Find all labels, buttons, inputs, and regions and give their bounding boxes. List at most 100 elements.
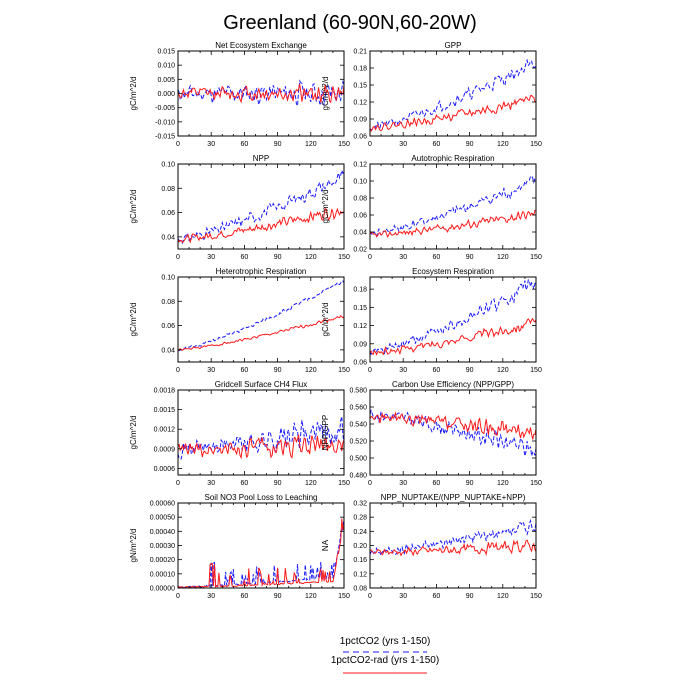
series-line bbox=[370, 409, 536, 457]
x-tick-label: 120 bbox=[305, 593, 317, 600]
chart-panel: Heterotrophic Respiration gC/m^2/d 0 30 60 90… bbox=[129, 267, 350, 374]
y-tick-label: 0.00030 bbox=[150, 543, 175, 550]
y-tick-label: 0.015 bbox=[157, 49, 175, 56]
y-tick-label: 0.06 bbox=[353, 134, 367, 141]
chart-panels: Net Ecosystem Exchange gC/m^2/d 0 30 60 90 120… bbox=[129, 41, 542, 600]
y-tick-label: 0.16 bbox=[353, 557, 367, 564]
x-tick-label: 30 bbox=[399, 480, 407, 487]
chart-panel: NPP_NUPTAKE/(NPP_NUPTAKE+NPP) NA 0 30 60 90 12… bbox=[321, 493, 542, 600]
y-tick-label: 0.24 bbox=[353, 529, 367, 536]
x-tick-label: 120 bbox=[305, 367, 317, 374]
legend: 1pctCO2 (yrs 1-150) 1pctCO2-rad (yrs 1-1… bbox=[331, 636, 439, 674]
y-tick-label: 0.0006 bbox=[154, 466, 176, 473]
y-tick-label: 0.560 bbox=[349, 405, 367, 412]
chart-title: Ecosystem Respiration bbox=[412, 267, 494, 276]
plot-frame bbox=[369, 389, 537, 476]
x-tick-label: 150 bbox=[530, 141, 542, 148]
x-tick-label: 60 bbox=[241, 141, 249, 148]
y-tick-label: 0.000 bbox=[157, 91, 175, 98]
chart-title: Gridcell Surface CH4 Flux bbox=[215, 380, 307, 389]
series-line bbox=[178, 207, 344, 244]
y-tick-label: 0.500 bbox=[349, 456, 367, 463]
y-tick-label: 0.12 bbox=[353, 162, 367, 169]
series-line bbox=[370, 317, 536, 356]
plot-frame bbox=[177, 276, 345, 363]
y-tick-label: 0.12 bbox=[353, 100, 367, 107]
x-tick-label: 150 bbox=[530, 593, 542, 600]
y-tick-label: -0.005 bbox=[155, 105, 175, 112]
y-tick-label: 0.09 bbox=[353, 117, 367, 124]
x-tick-label: 120 bbox=[497, 367, 509, 374]
plot-frame bbox=[177, 163, 345, 250]
chart-title: NPP_NUPTAKE/(NPP_NUPTAKE+NPP) bbox=[381, 493, 526, 502]
x-tick-label: 60 bbox=[433, 367, 441, 374]
y-tick-label: 0.08 bbox=[161, 186, 175, 193]
x-tick-label: 30 bbox=[207, 367, 215, 374]
chart-panel: Net Ecosystem Exchange gC/m^2/d 0 30 60 90 120… bbox=[129, 41, 350, 148]
plot-frame bbox=[369, 50, 537, 137]
y-tick-label: 0.520 bbox=[349, 439, 367, 446]
chart-title: GPP bbox=[445, 41, 462, 50]
x-tick-label: 120 bbox=[497, 254, 509, 261]
y-tick-label: 0.18 bbox=[353, 287, 367, 294]
chart-title: Autotrophic Respiration bbox=[411, 154, 494, 163]
y-axis-label: gC/m^2/d bbox=[129, 190, 138, 224]
x-tick-label: 30 bbox=[207, 593, 215, 600]
x-tick-label: 30 bbox=[399, 141, 407, 148]
y-tick-label: 0.10 bbox=[353, 179, 367, 186]
x-tick-label: 90 bbox=[466, 367, 474, 374]
y-axis-label: gC/m^2/d bbox=[321, 77, 330, 111]
x-tick-label: 0 bbox=[176, 480, 180, 487]
y-tick-label: 0.06 bbox=[353, 360, 367, 367]
x-tick-label: 30 bbox=[399, 254, 407, 261]
x-tick-label: 120 bbox=[497, 480, 509, 487]
y-tick-label: 0.04 bbox=[353, 230, 367, 237]
y-tick-label: 0.0012 bbox=[154, 427, 176, 434]
series-line bbox=[370, 58, 536, 131]
chart-panel: Ecosystem Respiration gC/m^2/d 0 30 60 90 120 1… bbox=[321, 267, 542, 374]
x-tick-label: 0 bbox=[176, 593, 180, 600]
legend-label-series2: 1pctCO2-rad (yrs 1-150) bbox=[331, 655, 439, 666]
y-axis-label: gC/m^2/d bbox=[321, 190, 330, 224]
y-tick-label: 0.09 bbox=[353, 341, 367, 348]
x-tick-label: 150 bbox=[530, 480, 542, 487]
y-tick-label: 0.04 bbox=[161, 234, 175, 241]
x-tick-label: 120 bbox=[305, 254, 317, 261]
y-tick-label: 0.21 bbox=[353, 49, 367, 56]
series-line bbox=[370, 209, 536, 239]
x-tick-label: 120 bbox=[305, 141, 317, 148]
y-tick-label: 0.580 bbox=[349, 388, 367, 395]
x-tick-label: 150 bbox=[338, 254, 350, 261]
chart-panel: Carbon Use Efficiency (NPP/GPP) NPP/GPP 0 3… bbox=[321, 380, 542, 487]
y-tick-label: 0.0015 bbox=[154, 407, 176, 414]
series-line bbox=[178, 83, 344, 104]
y-tick-label: 0.20 bbox=[353, 543, 367, 550]
y-tick-label: 0.00000 bbox=[150, 586, 175, 593]
x-tick-label: 60 bbox=[241, 254, 249, 261]
series-line bbox=[178, 314, 344, 351]
y-tick-label: 0.12 bbox=[353, 571, 367, 578]
y-tick-label: -0.010 bbox=[155, 119, 175, 126]
y-tick-label: 0.02 bbox=[353, 247, 367, 254]
x-tick-label: 0 bbox=[176, 367, 180, 374]
y-axis-label: gC/m^2/d bbox=[129, 303, 138, 337]
series-line bbox=[178, 518, 344, 588]
x-tick-label: 150 bbox=[338, 480, 350, 487]
series-line bbox=[370, 279, 536, 356]
x-tick-label: 0 bbox=[368, 480, 372, 487]
chart-panel: Autotrophic Respiration gC/m^2/d 0 30 60 90 12… bbox=[321, 154, 542, 261]
x-tick-label: 0 bbox=[368, 254, 372, 261]
series-line bbox=[370, 175, 536, 238]
y-tick-label: 0.480 bbox=[349, 473, 367, 480]
y-axis-label: gC/m^2/d bbox=[129, 77, 138, 111]
chart-title: Net Ecosystem Exchange bbox=[215, 41, 307, 50]
x-tick-label: 60 bbox=[241, 367, 249, 374]
chart-title: NPP bbox=[253, 154, 269, 163]
y-axis-label: gC/m^2/d bbox=[129, 416, 138, 450]
y-tick-label: 0.32 bbox=[353, 501, 367, 508]
x-tick-label: 90 bbox=[274, 254, 282, 261]
y-tick-label: 0.08 bbox=[161, 299, 175, 306]
